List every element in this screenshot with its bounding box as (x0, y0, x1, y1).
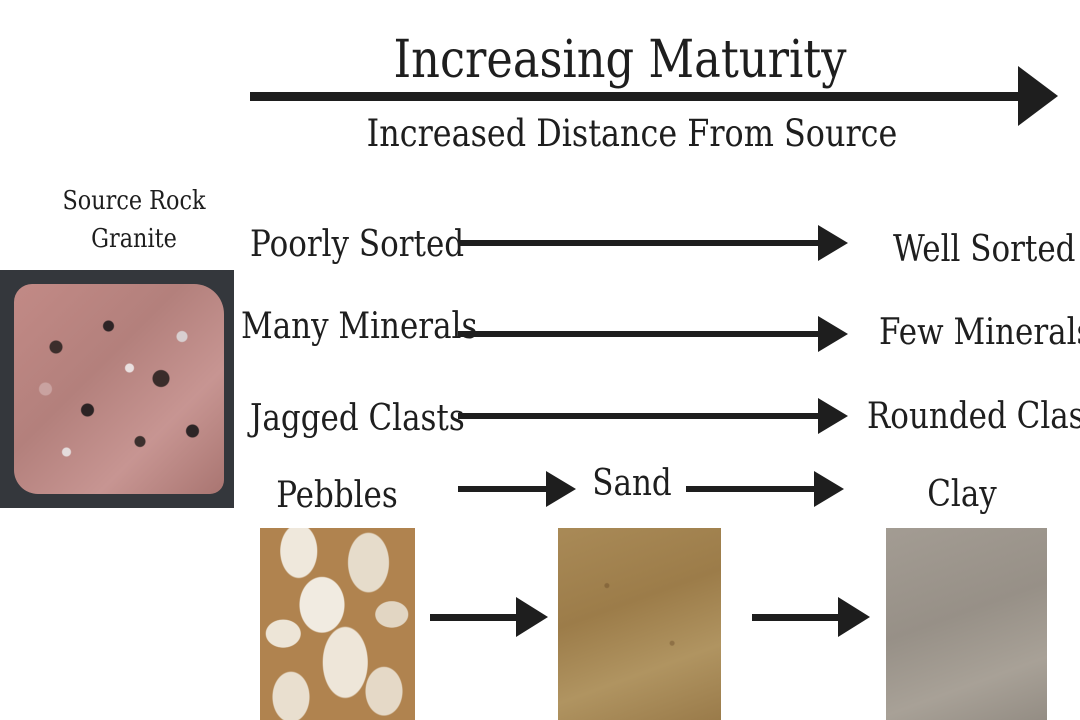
granite-photo (0, 270, 234, 508)
jagged-clasts-label: Jagged Clasts (250, 398, 465, 439)
diagram-subtitle: Increased Distance From Source (366, 112, 898, 155)
well-sorted-label: Well Sorted (893, 229, 1076, 270)
pebbles-photo (260, 528, 415, 720)
source-rock-type-label: Granite (91, 224, 177, 254)
sand-photo (558, 528, 721, 720)
few-minerals-label: Few Minerals (879, 312, 1080, 353)
diagram-title: Increasing Maturity (393, 30, 847, 90)
rounded-clasts-label: Rounded Clasts (867, 396, 1080, 437)
pebbles-label: Pebbles (276, 475, 398, 516)
clay-photo (886, 528, 1047, 720)
poorly-sorted-label: Poorly Sorted (250, 224, 465, 265)
clay-label: Clay (927, 474, 997, 515)
source-rock-label: Source Rock (62, 186, 206, 216)
sand-label: Sand (592, 463, 672, 504)
many-minerals-label: Many Minerals (241, 306, 478, 347)
